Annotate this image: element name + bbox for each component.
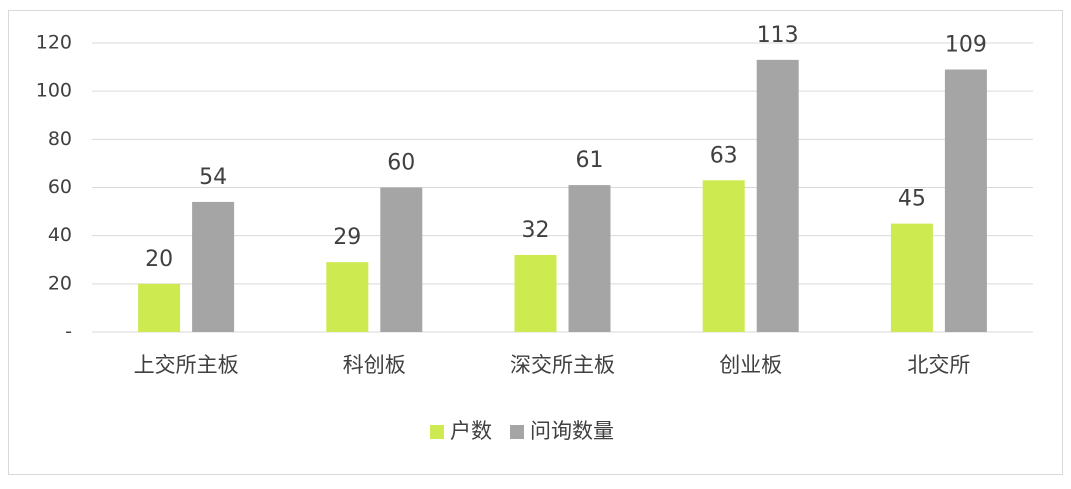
bar (756, 59, 799, 332)
legend-label: 户数 (450, 419, 492, 443)
legend-label: 问询数量 (530, 419, 614, 443)
y-tick-label: 20 (48, 272, 72, 294)
data-label: 60 (387, 151, 415, 176)
data-label: 113 (757, 23, 799, 48)
chart-border (8, 10, 1063, 475)
data-label: 109 (945, 32, 987, 57)
y-tick-label: - (65, 321, 72, 343)
bar (514, 254, 557, 332)
data-label: 63 (710, 143, 738, 168)
data-label: 20 (145, 247, 173, 272)
legend-swatch (510, 425, 524, 439)
y-tick-label: 100 (36, 80, 72, 102)
bar (944, 69, 987, 332)
x-tick-label: 科创板 (343, 353, 406, 377)
data-label: 54 (199, 165, 227, 190)
legend-swatch (430, 425, 444, 439)
y-tick-label: 80 (48, 128, 72, 150)
x-tick-label: 北交所 (907, 353, 970, 377)
x-tick-label: 创业板 (719, 353, 782, 377)
data-label: 29 (333, 225, 361, 250)
data-label: 32 (522, 218, 550, 243)
x-tick-label: 上交所主板 (134, 353, 239, 377)
bar (568, 185, 611, 332)
data-label: 61 (576, 148, 604, 173)
y-tick-label: 60 (48, 176, 72, 198)
bar (890, 223, 933, 332)
x-tick-label: 深交所主板 (510, 353, 615, 377)
bar (380, 187, 423, 332)
bar (192, 201, 235, 332)
data-label: 45 (898, 187, 926, 212)
bar (326, 262, 369, 332)
y-tick-label: 120 (36, 32, 72, 54)
y-tick-label: 40 (48, 224, 72, 246)
bar (138, 283, 181, 332)
bar (702, 180, 745, 332)
